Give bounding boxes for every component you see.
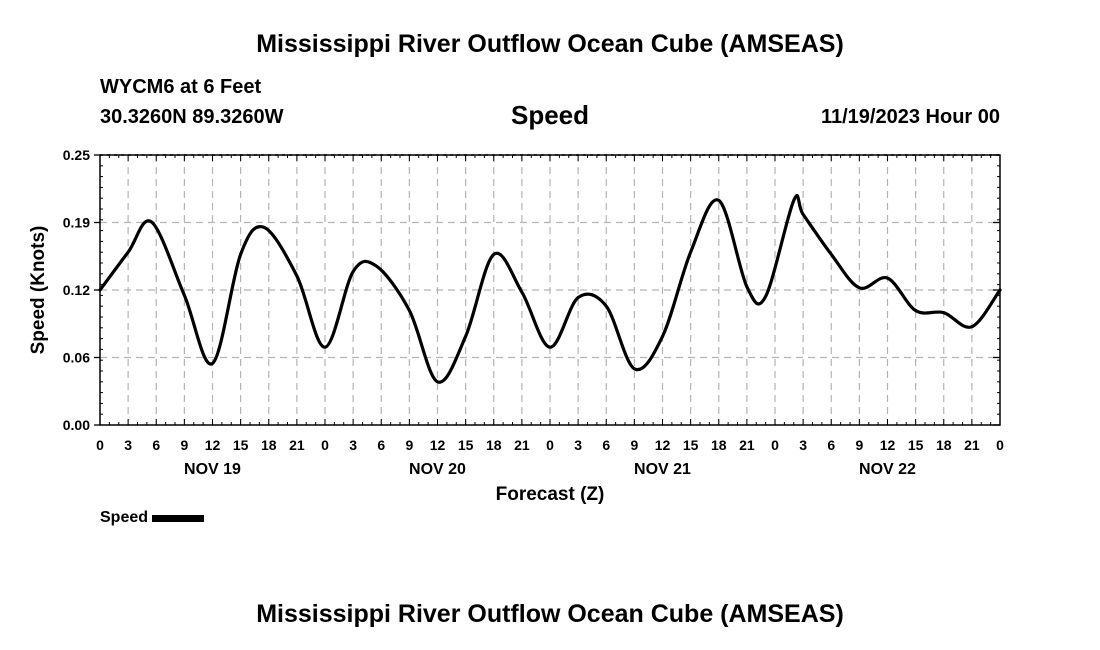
- x-tick-label: 0: [96, 437, 104, 453]
- legend: Speed: [100, 509, 205, 527]
- x-tick-label: 21: [289, 437, 305, 453]
- chart-title: Mississippi River Outflow Ocean Cube (AM…: [256, 30, 844, 58]
- y-axis-title: Speed (Knots): [28, 226, 49, 355]
- day-label: NOV 21: [634, 461, 691, 478]
- y-tick-label: 0.12: [63, 282, 90, 298]
- y-tick-label: 0.25: [63, 147, 90, 163]
- x-tick-label: 15: [683, 437, 699, 453]
- station-label: WYCM6 at 6 Feet: [100, 76, 262, 98]
- legend-label: Speed: [100, 509, 149, 526]
- legend-swatch: [152, 514, 205, 522]
- x-tick-label: 15: [458, 437, 474, 453]
- x-tick-label: 15: [908, 437, 924, 453]
- x-tick-label: 0: [996, 437, 1004, 453]
- x-tick-label: 0: [546, 437, 554, 453]
- x-tick-label: 6: [827, 437, 835, 453]
- x-tick-label: 18: [261, 437, 277, 453]
- y-tick-label: 0.06: [63, 350, 90, 366]
- forecast-datetime: 11/19/2023 Hour 00: [820, 106, 1000, 128]
- x-tick-label: 9: [405, 437, 413, 453]
- x-tick-label: 6: [602, 437, 610, 453]
- x-tick-label: 12: [430, 437, 446, 453]
- x-tick-label: 21: [964, 437, 980, 453]
- speed-series-line: [98, 193, 1002, 384]
- x-tick-label: 3: [574, 437, 582, 453]
- x-tick-label: 6: [152, 437, 160, 453]
- variable-title: Speed: [510, 100, 590, 130]
- day-label: NOV 22: [859, 461, 916, 478]
- x-tick-label: 21: [739, 437, 755, 453]
- x-tick-label: 9: [855, 437, 863, 453]
- x-tick-label: 3: [799, 437, 807, 453]
- x-tick-label: 18: [936, 437, 952, 453]
- coordinates-label: 30.3260N 89.3260W: [100, 106, 284, 128]
- day-label: NOV 20: [409, 461, 466, 478]
- x-tick-label: 15: [233, 437, 249, 453]
- x-tick-label: 12: [205, 437, 221, 453]
- x-tick-label: 18: [486, 437, 502, 453]
- x-tick-label: 9: [180, 437, 188, 453]
- x-tick-label: 0: [321, 437, 329, 453]
- x-tick-label: 12: [655, 437, 671, 453]
- x-tick-label: 3: [349, 437, 357, 453]
- y-tick-label: 0.19: [63, 215, 90, 231]
- x-tick-label: 6: [377, 437, 385, 453]
- y-tick-label: 0.00: [63, 417, 90, 433]
- x-tick-label: 0: [771, 437, 779, 453]
- footer-title: Mississippi River Outflow Ocean Cube (AM…: [256, 600, 844, 628]
- x-tick-label: 18: [711, 437, 727, 453]
- x-axis-title: Forecast (Z): [496, 484, 605, 505]
- day-label: NOV 19: [184, 461, 241, 478]
- x-tick-label: 21: [514, 437, 530, 453]
- x-tick-label: 9: [630, 437, 638, 453]
- x-tick-label: 12: [880, 437, 896, 453]
- x-tick-label: 3: [124, 437, 132, 453]
